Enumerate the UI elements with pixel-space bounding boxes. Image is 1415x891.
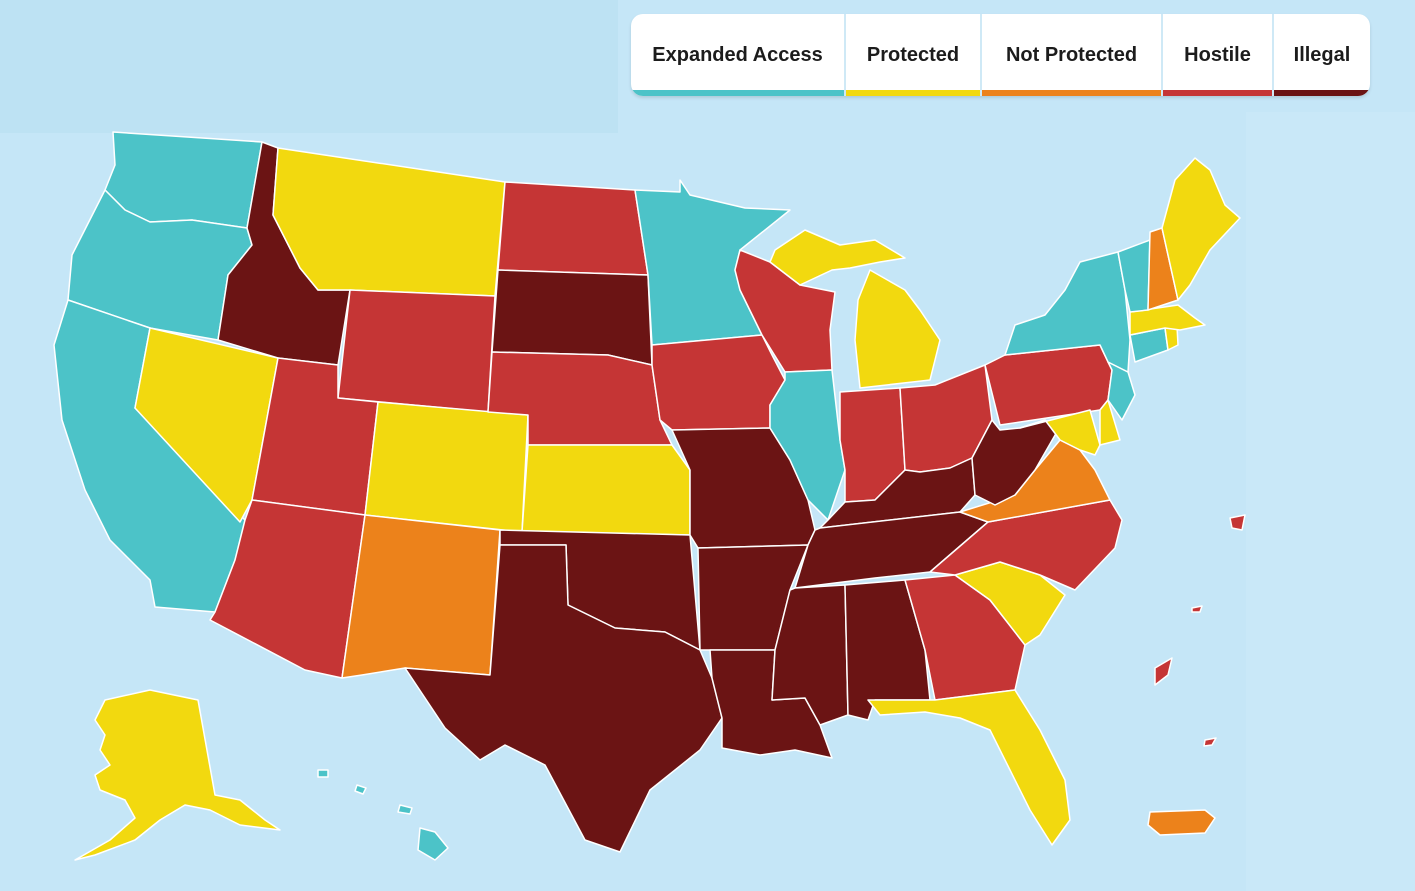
state-md[interactable] [1019,409,1101,456]
legend-label: Protected [866,43,960,66]
legend: Expanded Access Protected Not Protected … [631,14,1370,96]
state-nd[interactable] [497,181,649,276]
legend-label: Expanded Access [652,43,823,66]
legend-item-protected[interactable]: Protected [844,14,980,96]
state-tx[interactable] [404,544,723,853]
background-panel [1246,112,1415,891]
territory-islet[interactable] [1203,737,1217,747]
legend-color-bar [846,90,980,96]
legend-color-bar [1163,90,1272,96]
legend-color-bar [631,90,844,96]
legend-item-illegal[interactable]: Illegal [1272,14,1370,96]
state-fl[interactable] [867,689,1071,846]
state-co[interactable] [364,401,529,533]
state-ma[interactable] [1129,304,1206,336]
state-vt[interactable] [1117,239,1151,313]
legend-color-bar [1274,90,1370,96]
state-wy[interactable] [337,289,496,413]
territory-islet[interactable] [1191,605,1203,613]
territory-islet[interactable] [1154,657,1173,686]
state-hi-islet[interactable] [397,804,413,815]
legend-label: Illegal [1293,43,1351,66]
state-mi[interactable] [854,269,941,389]
state-pa[interactable] [984,344,1113,426]
state-nm[interactable] [341,514,501,679]
state-il[interactable] [769,369,846,521]
legend-label: Hostile [1184,43,1251,66]
legend-item-not-protected[interactable]: Not Protected [980,14,1161,96]
state-ks[interactable] [521,444,691,536]
territory-pr[interactable] [1147,809,1216,836]
state-hi-islet[interactable] [317,769,329,778]
state-ia[interactable] [651,334,786,431]
state-ak[interactable] [74,689,281,861]
territory-usvi[interactable] [1229,514,1246,531]
state-nv[interactable] [134,327,279,523]
legend-item-hostile[interactable]: Hostile [1161,14,1272,96]
state-sd[interactable] [491,269,653,366]
state-mi-up[interactable] [769,229,906,286]
state-de[interactable] [1099,399,1121,446]
state-hi[interactable] [417,827,449,861]
state-hi-islet[interactable] [354,784,367,795]
legend-color-bar [982,90,1161,96]
state-mt[interactable] [272,147,506,297]
background-panel [0,0,618,133]
legend-item-expanded-access[interactable]: Expanded Access [631,14,844,96]
state-me[interactable] [1161,157,1241,301]
legend-label: Not Protected [1005,43,1138,66]
